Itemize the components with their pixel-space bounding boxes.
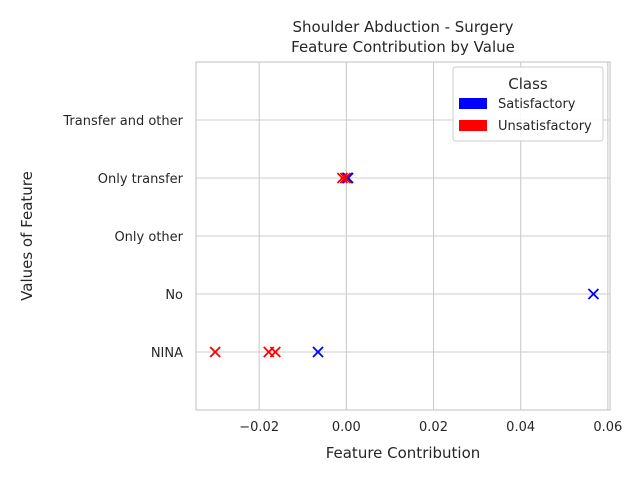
y-tick-label: Only transfer: [98, 172, 184, 187]
y-gridlines: [196, 119, 610, 353]
y-axis-label: Values of Feature: [18, 171, 36, 301]
y-tick-labels: NINA No Only other Only transfer Transfer an…: [62, 114, 183, 361]
legend-label-satisfactory: Satisfactory: [498, 97, 576, 112]
point-unsatisfactory: [269, 346, 281, 358]
x-tick-label: 0.06: [593, 420, 622, 435]
legend: Class Satisfactory Unsatisfactory: [452, 66, 604, 142]
chart-title-line2: Feature Contribution by Value: [291, 38, 515, 56]
legend-title: Class: [508, 75, 548, 93]
y-tick-label: Transfer and other: [62, 114, 183, 129]
point-unsatisfactory: [339, 172, 352, 184]
point-unsatisfactory: [209, 346, 221, 358]
legend-label-unsatisfactory: Unsatisfactory: [498, 119, 592, 134]
x-tick-label: 0.02: [419, 420, 448, 435]
y-tick-label: No: [165, 288, 183, 303]
y-tick-label: NINA: [151, 346, 183, 361]
legend-swatch-unsatisfactory: [459, 120, 487, 131]
y-tick-label: Only other: [114, 230, 183, 245]
point-unsatisfactory: [336, 172, 349, 184]
scatter-points: [209, 172, 600, 358]
point-satisfactory: [587, 288, 600, 300]
legend-swatch-satisfactory: [459, 98, 487, 109]
point-satisfactory: [312, 346, 324, 358]
chart-title-line1: Shoulder Abduction - Surgery: [292, 18, 513, 36]
x-tick-label: 0.04: [506, 420, 535, 435]
legend-box: [452, 66, 604, 142]
x-tick-label: 0.00: [332, 420, 361, 435]
x-tick-label: −0.02: [239, 420, 279, 435]
plot-frame: [195, 61, 611, 411]
x-tick-labels: −0.02 0.00 0.02 0.04 0.06: [239, 420, 622, 435]
x-axis-label: Feature Contribution: [326, 444, 481, 462]
